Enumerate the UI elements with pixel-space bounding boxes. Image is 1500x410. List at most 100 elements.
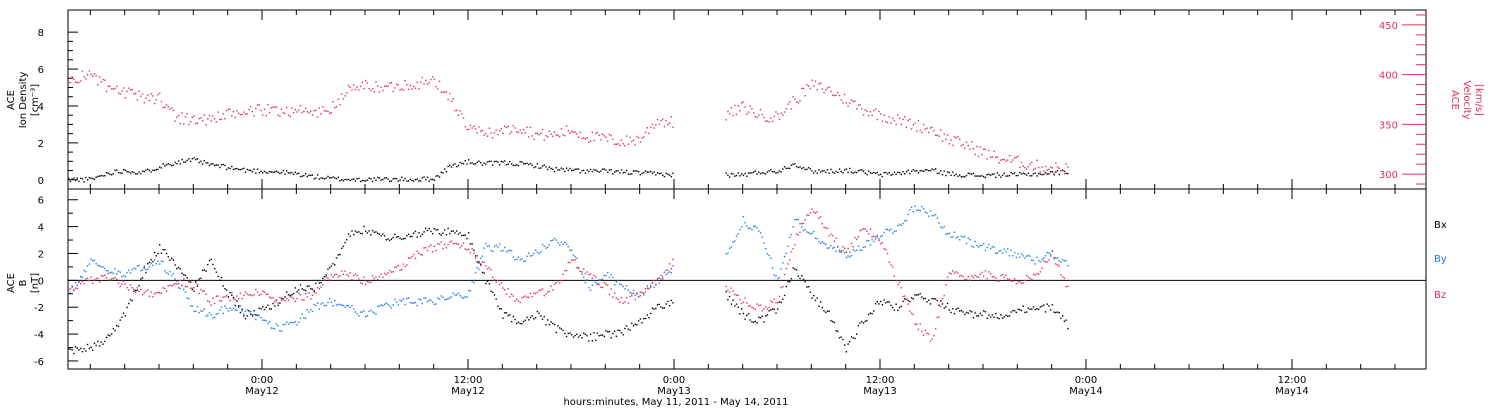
data-point: [953, 312, 956, 315]
data-point: [165, 290, 168, 292]
data-point: [95, 263, 97, 265]
data-point: [909, 310, 911, 312]
data-point: [1056, 311, 1059, 313]
density-tick-label: 0: [38, 176, 44, 187]
data-point: [665, 303, 667, 305]
data-point: [385, 177, 387, 179]
data-point: [735, 235, 738, 237]
data-point: [655, 307, 657, 310]
data-point: [385, 239, 387, 241]
data-point: [940, 305, 942, 308]
data-point: [93, 342, 96, 345]
data-point: [665, 172, 667, 175]
data-point: [819, 216, 822, 218]
data-point: [806, 286, 808, 288]
data-point: [866, 110, 868, 112]
data-point: [397, 84, 400, 86]
data-point: [188, 280, 190, 283]
data-point: [607, 140, 609, 142]
data-point: [886, 252, 889, 255]
data-point: [267, 322, 269, 325]
data-point: [1001, 158, 1004, 161]
data-point: [176, 116, 178, 118]
data-point: [929, 169, 932, 172]
data-point: [528, 163, 530, 166]
data-point: [526, 255, 528, 257]
data-point: [97, 264, 99, 267]
data-point: [461, 234, 463, 237]
data-point: [292, 297, 295, 300]
data-point: [995, 176, 997, 179]
data-point: [921, 206, 923, 208]
data-point: [1044, 261, 1047, 263]
data-point: [768, 254, 770, 257]
data-point: [558, 169, 561, 171]
data-point: [462, 117, 465, 119]
data-point: [260, 308, 262, 310]
data-point: [538, 134, 540, 136]
data-point: [955, 308, 957, 310]
data-point: [970, 245, 973, 247]
data-point: [234, 168, 236, 170]
data-point: [207, 162, 209, 164]
data-point: [274, 328, 276, 330]
data-point: [136, 265, 139, 267]
data-point: [449, 241, 451, 243]
data-point: [287, 114, 290, 116]
data-point: [524, 319, 527, 322]
data-point: [613, 292, 616, 294]
data-point: [469, 124, 472, 127]
data-point: [996, 172, 999, 174]
data-point: [222, 113, 224, 115]
data-point: [622, 334, 624, 336]
data-point: [502, 132, 504, 135]
data-point: [974, 240, 976, 243]
data-point: [114, 268, 116, 270]
data-point: [972, 246, 975, 248]
x-tick-date-label: May12: [245, 386, 278, 397]
data-point: [993, 246, 995, 248]
data-point: [613, 284, 616, 286]
data-point: [526, 126, 528, 129]
data-point: [916, 294, 918, 296]
data-point: [649, 170, 652, 173]
data-point: [893, 275, 896, 277]
data-point: [112, 272, 115, 275]
data-point: [636, 324, 638, 326]
data-point: [825, 227, 827, 229]
data-point: [771, 120, 774, 123]
data-point: [1022, 172, 1024, 174]
data-point: [189, 305, 192, 307]
data-point: [277, 171, 279, 173]
data-point: [352, 84, 355, 86]
data-point: [119, 172, 121, 174]
data-point: [320, 286, 322, 288]
data-point: [193, 115, 195, 117]
data-point: [347, 233, 350, 235]
data-point: [237, 305, 240, 307]
data-point: [478, 160, 480, 162]
data-point: [164, 106, 166, 108]
data-point: [301, 175, 303, 177]
data-point: [787, 280, 789, 283]
data-point: [874, 236, 877, 238]
data-point: [835, 94, 837, 96]
data-point: [730, 172, 733, 175]
data-point: [663, 307, 666, 309]
data-point: [546, 291, 549, 293]
data-point: [737, 172, 739, 174]
data-point: [596, 283, 599, 285]
data-point: [430, 299, 432, 302]
data-point: [952, 236, 954, 238]
data-point: [752, 225, 755, 228]
data-point: [251, 314, 254, 316]
data-point: [639, 141, 642, 143]
data-point: [255, 172, 257, 174]
data-point: [351, 278, 353, 281]
data-point: [397, 264, 400, 267]
data-point: [308, 174, 310, 176]
data-point: [315, 177, 317, 179]
data-point: [322, 106, 324, 108]
data-point: [340, 179, 343, 181]
data-point: [486, 161, 489, 163]
